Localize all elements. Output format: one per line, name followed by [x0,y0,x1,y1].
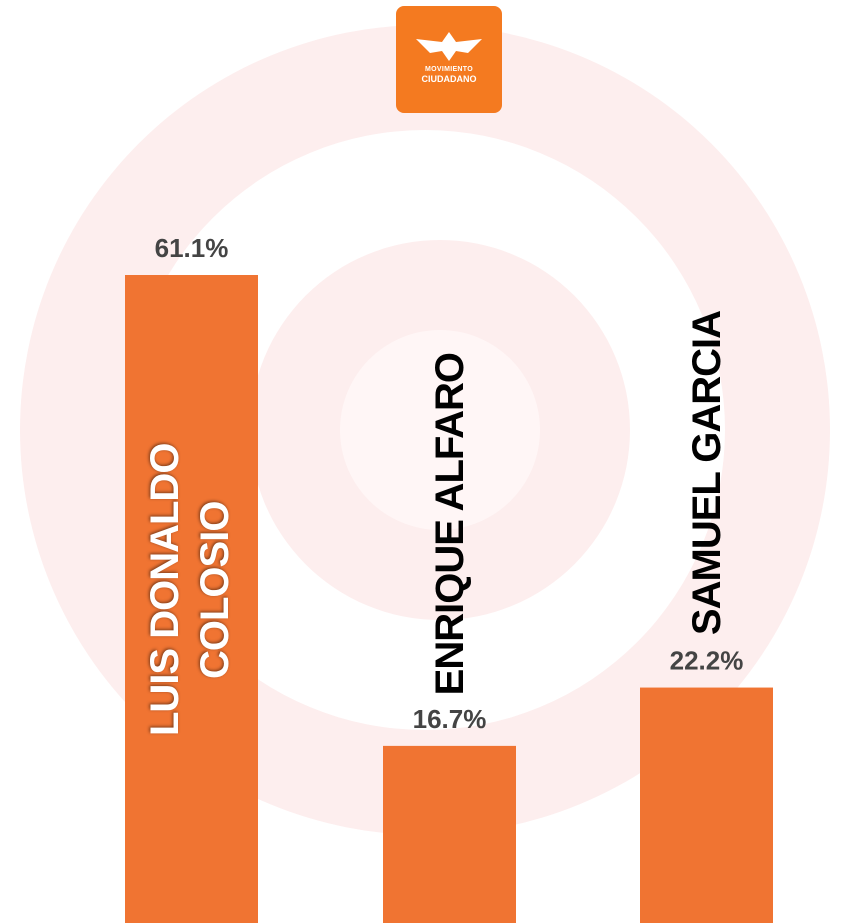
category-label: ENRIQUE ALFARO [428,352,472,695]
value-label: 61.1% [155,233,229,263]
bars: 61.1% 16.7% 22.2% [125,233,773,923]
category-label: LUIS DONALDO COLOSIO [143,443,237,737]
logo-text: MOVIMIENTO [425,66,473,73]
value-label: 22.2% [670,646,744,676]
logo-bird [416,32,482,61]
bar [383,745,516,923]
logo: MOVIMIENTO CIUDADANO [396,6,502,113]
category-label: SAMUEL GARCIA [685,310,729,635]
bar [125,275,258,923]
bar [640,687,773,923]
value-label: 16.7% [413,704,487,734]
logo-text: CIUDADANO [421,74,477,84]
